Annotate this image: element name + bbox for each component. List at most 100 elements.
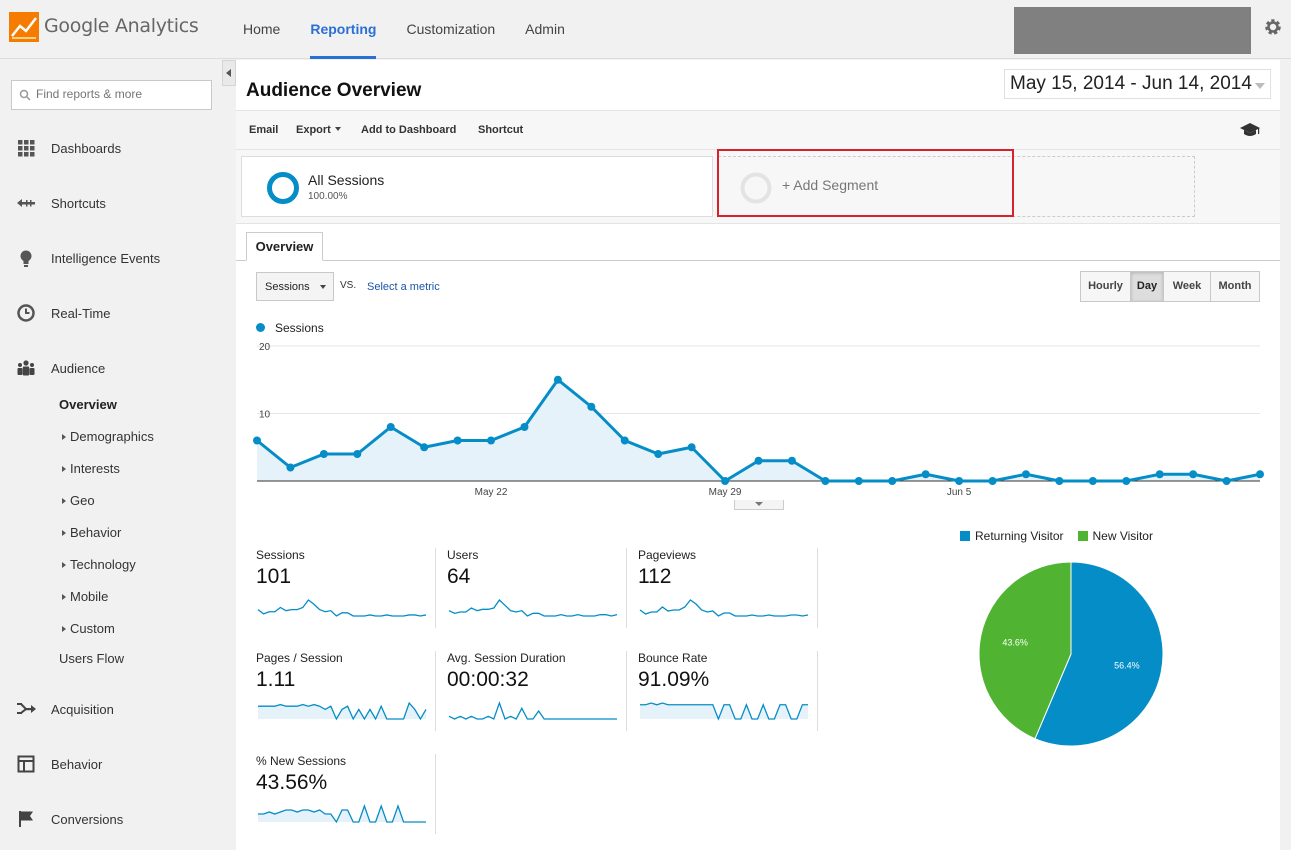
data-point[interactable] bbox=[487, 436, 496, 445]
data-point[interactable] bbox=[921, 470, 930, 479]
sidebar-subitem-interests[interactable]: Interests bbox=[62, 461, 120, 476]
data-point[interactable] bbox=[821, 477, 830, 485]
data-point[interactable] bbox=[1222, 477, 1231, 485]
data-point[interactable] bbox=[420, 443, 429, 452]
period-hourly-button[interactable]: Hourly bbox=[1081, 272, 1131, 301]
sidebar-item-shortcuts[interactable]: Shortcuts bbox=[0, 188, 222, 218]
legend-entry-returning: Returning Visitor bbox=[960, 529, 1064, 543]
visitor-type-pie-chart[interactable]: 56.4% 43.6% bbox=[976, 560, 1166, 750]
nav-customization[interactable]: Customization bbox=[406, 21, 496, 37]
chart-resize-handle[interactable] bbox=[734, 500, 784, 510]
scorecard[interactable]: Bounce Rate 91.09% bbox=[638, 651, 818, 731]
date-range-picker[interactable]: May 15, 2014 - Jun 14, 2014 bbox=[1004, 69, 1271, 99]
sidebar-item-label: Conversions bbox=[51, 811, 124, 827]
metric-select-value: Sessions bbox=[265, 281, 310, 293]
metric-select[interactable]: Sessions bbox=[256, 272, 334, 301]
brand-google: Google bbox=[44, 15, 110, 37]
account-selector-redacted[interactable] bbox=[1014, 7, 1251, 54]
data-point[interactable] bbox=[787, 456, 796, 465]
pie-slice-label: 56.4% bbox=[1114, 660, 1140, 670]
chevron-down-icon bbox=[320, 285, 326, 289]
data-point[interactable] bbox=[687, 443, 696, 452]
period-month-button[interactable]: Month bbox=[1211, 272, 1259, 301]
sidebar-item-acquisition[interactable]: Acquisition bbox=[0, 694, 222, 724]
scorecard[interactable]: Pages / Session 1.11 bbox=[256, 651, 436, 731]
sidebar-subitem-behavior[interactable]: Behavior bbox=[62, 525, 121, 540]
sidebar-item-intelligence-events[interactable]: Intelligence Events bbox=[0, 243, 222, 273]
data-point[interactable] bbox=[988, 477, 997, 485]
segment-ring-icon bbox=[740, 172, 772, 204]
sidebar-subitem-custom[interactable]: Custom bbox=[62, 621, 115, 636]
sidebar-subitem-demographics[interactable]: Demographics bbox=[62, 429, 154, 444]
data-point[interactable] bbox=[754, 456, 763, 465]
sidebar-subitem-overview[interactable]: Overview bbox=[59, 397, 117, 412]
data-point[interactable] bbox=[253, 436, 261, 445]
data-point[interactable] bbox=[1021, 470, 1030, 479]
nav-home[interactable]: Home bbox=[243, 21, 281, 37]
google-analytics-logo-icon[interactable] bbox=[9, 12, 39, 42]
x-tick-label: May 22 bbox=[475, 487, 508, 498]
email-button[interactable]: Email bbox=[249, 124, 279, 136]
search-box[interactable] bbox=[11, 80, 212, 110]
data-point[interactable] bbox=[553, 375, 562, 384]
data-point[interactable] bbox=[386, 423, 395, 431]
chart-legend: Sessions bbox=[256, 321, 324, 335]
nav-reporting[interactable]: Reporting bbox=[310, 0, 377, 59]
sidebar-item-dashboards[interactable]: Dashboards bbox=[0, 133, 222, 163]
export-button[interactable]: Export bbox=[296, 124, 341, 136]
data-point[interactable] bbox=[620, 436, 629, 445]
data-point[interactable] bbox=[1055, 477, 1064, 485]
scorecard[interactable]: Pageviews 112 bbox=[638, 548, 818, 628]
tab-overview[interactable]: Overview bbox=[246, 232, 323, 261]
data-point[interactable] bbox=[453, 436, 462, 445]
data-point[interactable] bbox=[286, 463, 295, 472]
data-point[interactable] bbox=[1088, 477, 1097, 485]
sidebar-subitem-label: Technology bbox=[70, 557, 136, 572]
graduation-cap-icon[interactable] bbox=[1240, 122, 1260, 138]
data-point[interactable] bbox=[587, 402, 596, 411]
sidebar-collapse-button[interactable] bbox=[222, 60, 236, 86]
segment-all-sessions[interactable]: All Sessions 100.00% bbox=[241, 156, 713, 217]
scorecard-value: 112 bbox=[638, 565, 672, 588]
sidebar-subitem-mobile[interactable]: Mobile bbox=[62, 589, 108, 604]
data-point[interactable] bbox=[1256, 470, 1264, 479]
data-point[interactable] bbox=[721, 477, 730, 485]
data-point[interactable] bbox=[654, 450, 663, 458]
legend-entry-new: New Visitor bbox=[1077, 529, 1153, 543]
sidebar-item-real-time[interactable]: Real-Time bbox=[0, 298, 222, 328]
data-point[interactable] bbox=[353, 450, 362, 458]
data-point[interactable] bbox=[1189, 470, 1198, 479]
scorecard[interactable]: % New Sessions 43.56% bbox=[256, 754, 436, 834]
shortcut-button[interactable]: Shortcut bbox=[478, 124, 524, 136]
scorecard[interactable]: Avg. Session Duration 00:00:32 bbox=[447, 651, 627, 731]
data-point[interactable] bbox=[854, 477, 863, 485]
sidebar-item-behavior[interactable]: Behavior bbox=[0, 749, 222, 779]
scrollbar[interactable] bbox=[1280, 60, 1291, 850]
data-point[interactable] bbox=[888, 477, 897, 485]
scorecard[interactable]: Users 64 bbox=[447, 548, 627, 628]
select-metric-link[interactable]: Select a metric bbox=[367, 281, 440, 293]
data-point[interactable] bbox=[1122, 477, 1131, 485]
data-point[interactable] bbox=[319, 450, 328, 458]
sessions-line-chart[interactable]: 10 20 May 22 May 29 Jun 5 bbox=[236, 340, 1280, 500]
sidebar-subitem-users-flow[interactable]: Users Flow bbox=[59, 651, 125, 666]
nav-admin[interactable]: Admin bbox=[525, 21, 565, 37]
segment-ring-icon bbox=[267, 172, 299, 204]
sidebar-subitem-technology[interactable]: Technology bbox=[62, 557, 136, 572]
add-to-dashboard-button[interactable]: Add to Dashboard bbox=[361, 124, 457, 136]
period-week-button[interactable]: Week bbox=[1164, 272, 1211, 301]
data-point[interactable] bbox=[520, 423, 529, 431]
period-day-button[interactable]: Day bbox=[1131, 272, 1164, 301]
pie-slice[interactable] bbox=[1034, 561, 1164, 747]
scorecard-label: Users bbox=[447, 548, 479, 562]
brand-name[interactable]: Google Analytics bbox=[44, 15, 199, 37]
data-point[interactable] bbox=[955, 477, 964, 485]
sidebar-item-conversions[interactable]: Conversions bbox=[0, 804, 222, 834]
sidebar-item-audience[interactable]: Audience bbox=[0, 353, 222, 383]
scorecard[interactable]: Sessions 101 bbox=[256, 548, 436, 628]
gear-icon[interactable] bbox=[1263, 17, 1283, 37]
pie-slice[interactable] bbox=[978, 561, 1072, 740]
sidebar-subitem-geo[interactable]: Geo bbox=[62, 493, 95, 508]
data-point[interactable] bbox=[1155, 470, 1164, 479]
search-input[interactable] bbox=[36, 87, 206, 101]
